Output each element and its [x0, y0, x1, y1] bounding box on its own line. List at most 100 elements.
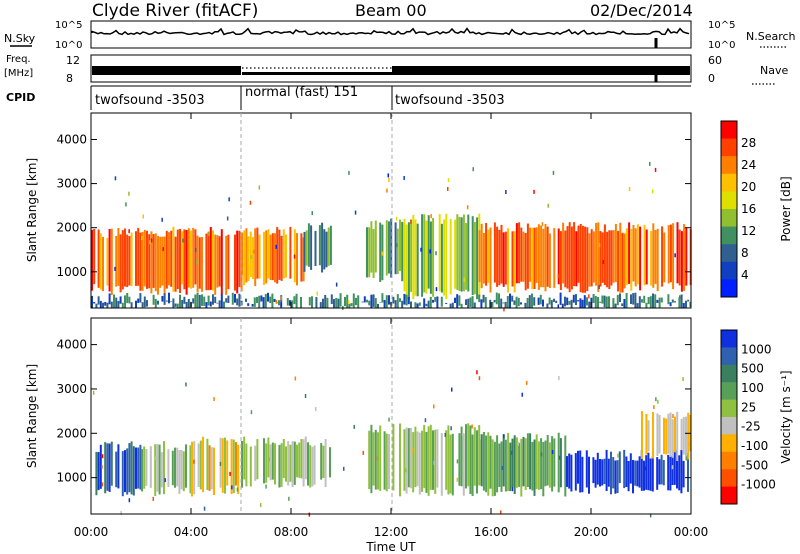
- echo-mark-band-6: [238, 293, 241, 307]
- echo-mark-band-6: [640, 450, 643, 491]
- nsky-label: N.Sky: [4, 32, 36, 45]
- echo-mark-sparse: [651, 189, 654, 194]
- echo-mark-band-2: [213, 447, 215, 495]
- echo-mark-band-6: [559, 292, 562, 305]
- echo-mark-band-5: [509, 442, 512, 492]
- echo-mark-band-6: [405, 294, 408, 306]
- echo-mark-band-6: [520, 302, 522, 305]
- echo-mark-band-6: [271, 293, 274, 308]
- velocity-colorbar-swatches: [721, 330, 737, 505]
- echo-mark-band-0: [179, 228, 181, 293]
- echo-mark-band-5: [489, 435, 492, 489]
- echo-mark-sparse: [226, 216, 229, 221]
- power-echoes: [91, 161, 692, 312]
- echo-mark-sparse: [353, 424, 355, 429]
- echo-mark-band-6: [187, 299, 190, 308]
- echo-mark-sparse: [476, 370, 478, 375]
- echo-mark-band-5: [612, 230, 615, 283]
- echo-mark-band-5: [542, 228, 545, 288]
- echo-mark-band-6: [480, 299, 483, 308]
- echo-mark-sparse: [258, 185, 261, 190]
- echo-mark-band-6: [346, 294, 349, 308]
- echo-mark-band-6: [300, 297, 302, 308]
- echo-mark-band-4: [410, 219, 413, 292]
- echo-mark-band-6: [344, 296, 346, 307]
- echo-mark-band-3: [324, 439, 327, 488]
- echo-mark-sparse: [503, 307, 505, 312]
- power-y-axis: 1000 2000 3000 4000: [56, 132, 691, 279]
- echo-mark-band-6: [623, 449, 626, 489]
- echo-mark-band-4: [432, 430, 434, 490]
- echo-mark-band-6: [579, 450, 582, 493]
- echo-mark-band-4: [414, 219, 417, 296]
- echo-mark-band-6: [632, 293, 635, 305]
- echo-mark-band-6: [586, 297, 588, 306]
- echo-mark-sparse: [280, 296, 282, 301]
- colorbar-tick-label: 12: [741, 224, 756, 238]
- echo-mark-band-6: [652, 293, 654, 308]
- echo-mark-sparse: [430, 214, 432, 219]
- echo-mark-band-0: [218, 236, 221, 287]
- echo-mark-band-6: [416, 303, 419, 308]
- echo-mark-band-4: [471, 216, 474, 295]
- echo-mark-band-6: [176, 303, 179, 308]
- echo-mark-band-1: [241, 232, 243, 276]
- echo-mark-band-6: [95, 303, 98, 308]
- echo-mark-band-5: [537, 224, 540, 290]
- echo-mark-band-7: [671, 419, 674, 458]
- echo-mark-band-4: [407, 428, 410, 488]
- echo-mark-band-5: [667, 225, 670, 284]
- echo-mark-band-4: [425, 220, 428, 294]
- echo-mark-band-5: [482, 233, 485, 284]
- echo-mark-band-6: [295, 293, 298, 308]
- echo-mark-sparse: [433, 460, 435, 465]
- echo-mark-band-2: [226, 440, 229, 486]
- echo-mark-band-2: [327, 227, 330, 266]
- echo-mark-band-6: [418, 302, 421, 306]
- echo-mark-band-5: [559, 231, 562, 290]
- echo-mark-band-6: [669, 302, 672, 307]
- echo-mark-sparse: [433, 404, 435, 409]
- echo-mark-band-6: [253, 297, 256, 307]
- echo-mark-band-5: [548, 442, 551, 488]
- echo-mark-band-4: [460, 217, 463, 292]
- echo-mark-band-5: [498, 229, 501, 286]
- echo-mark-band-5: [601, 232, 604, 283]
- echo-mark-band-6: [618, 451, 621, 484]
- echo-mark-band-6: [597, 297, 599, 308]
- echo-mark-band-3: [293, 441, 296, 485]
- freq-panel: Freq. [MHz] 12 8 60 0 Nave: [4, 54, 788, 85]
- echo-mark-band-1: [296, 233, 298, 286]
- echo-mark-band-3: [241, 441, 243, 488]
- echo-mark-band-1: [249, 231, 252, 277]
- echo-mark-band-6: [610, 451, 612, 495]
- echo-mark-band-5: [599, 231, 602, 287]
- echo-mark-sparse: [503, 434, 505, 439]
- echo-mark-band-4: [471, 434, 474, 496]
- echo-mark-band-5: [621, 232, 624, 293]
- echo-mark-band-6: [660, 297, 663, 303]
- echo-mark-band-3: [265, 443, 268, 483]
- echo-mark-band-4: [421, 430, 423, 492]
- echo-mark-band-0: [93, 229, 96, 285]
- echo-mark-band-6: [616, 460, 619, 493]
- echo-mark-band-3: [396, 228, 399, 275]
- echo-mark-band-6: [377, 303, 379, 308]
- echo-mark-band-6: [218, 300, 221, 308]
- echo-mark-band-4: [449, 218, 452, 295]
- echo-mark-sparse: [598, 285, 600, 289]
- echo-mark-band-6: [685, 300, 687, 308]
- echo-mark-band-6: [526, 297, 529, 308]
- echo-mark-band-5: [639, 226, 642, 291]
- echo-mark-band-6: [634, 292, 637, 308]
- echo-mark-sparse: [114, 176, 117, 181]
- echo-mark-band-5: [478, 439, 481, 486]
- echo-mark-sparse: [194, 247, 197, 252]
- echo-mark-band-6: [234, 293, 236, 303]
- echo-mark-band-0: [159, 236, 162, 288]
- echo-mark-band-2: [314, 230, 317, 266]
- echo-mark-band-6: [636, 460, 639, 487]
- echo-mark-band-6: [425, 303, 428, 307]
- echo-mark-sparse: [128, 498, 131, 503]
- echo-mark-band-5: [518, 222, 521, 284]
